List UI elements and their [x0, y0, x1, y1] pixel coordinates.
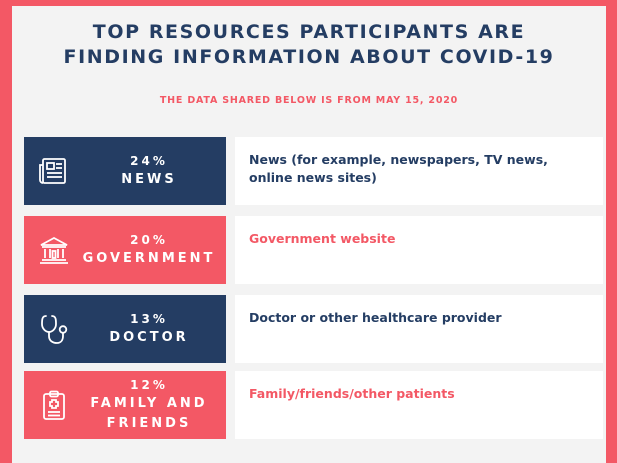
description-news: News (for example, newspapers, TV news, …: [235, 137, 603, 205]
infographic-subtitle: THE DATA SHARED BELOW IS FROM MAY 15, 20…: [159, 95, 459, 106]
stat-box-news: 24% NEWS: [24, 137, 226, 205]
stat-label: NEWS: [121, 172, 177, 187]
stat-box-family-friends: 12% FAMILY AND FRIENDS: [24, 371, 226, 439]
stat-percent: 20%: [130, 233, 168, 247]
description-line: Family/friends/other patients: [249, 386, 455, 401]
description-family-friends: Family/friends/other patients: [235, 371, 603, 439]
infographic-panel: TOP RESOURCES PARTICIPANTS ARE FINDING I…: [12, 6, 606, 463]
stat-percent: 24%: [130, 154, 168, 168]
description-line: News (for example, newspapers, TV news,: [249, 152, 548, 167]
stat-text-doctor: 13% DOCTOR: [72, 295, 226, 363]
stat-label: FAMILY AND: [90, 396, 208, 411]
stat-label: FRIENDS: [106, 416, 192, 431]
stat-box-doctor: 13% DOCTOR: [24, 295, 226, 363]
description-line: Government website: [249, 231, 396, 246]
stat-text-news: 24% NEWS: [72, 137, 226, 205]
government-building-icon: [40, 236, 68, 264]
title-line-2: FINDING INFORMATION ABOUT COVID-19: [63, 46, 555, 68]
stat-label: GOVERNMENT: [82, 251, 216, 266]
stat-label: DOCTOR: [109, 330, 189, 345]
stat-text-family-friends: 12% FAMILY AND FRIENDS: [72, 371, 226, 439]
stat-percent: 13%: [130, 312, 168, 326]
stat-percent: 12%: [130, 378, 168, 392]
stethoscope-icon: [41, 315, 68, 344]
description-line: Doctor or other healthcare provider: [249, 310, 502, 325]
infographic-title: TOP RESOURCES PARTICIPANTS ARE FINDING I…: [12, 20, 606, 70]
stat-box-government: 20% GOVERNMENT: [24, 216, 226, 284]
description-line: online news sites): [249, 170, 377, 185]
description-government: Government website: [235, 216, 603, 284]
description-doctor: Doctor or other healthcare provider: [235, 295, 603, 363]
stat-text-government: 20% GOVERNMENT: [72, 216, 226, 284]
title-line-1: TOP RESOURCES PARTICIPANTS ARE: [92, 21, 526, 43]
clipboard-icon: [43, 390, 65, 420]
newspaper-icon: [39, 158, 66, 184]
